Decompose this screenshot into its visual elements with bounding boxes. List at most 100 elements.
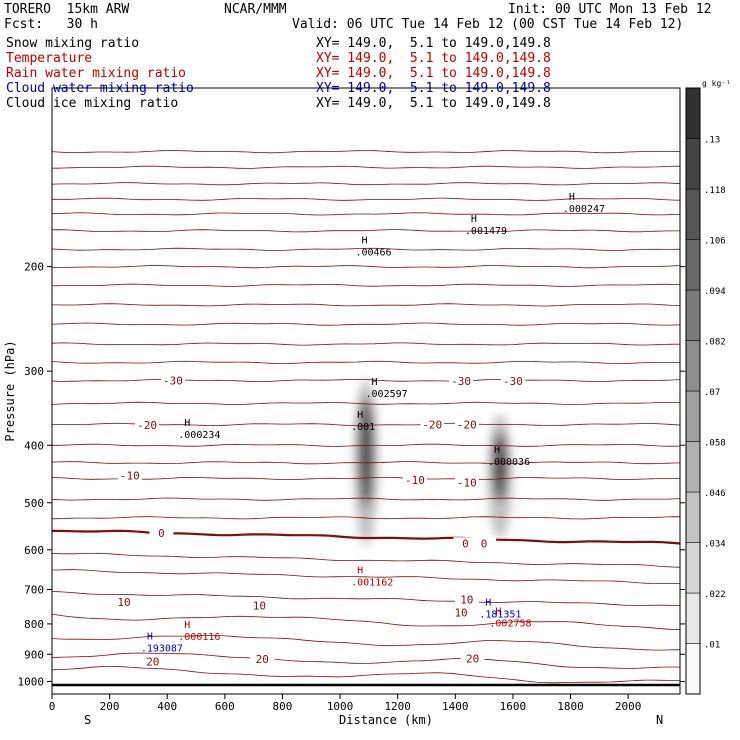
x-end-label-north: N bbox=[656, 713, 663, 727]
isotherm-11 bbox=[51, 342, 680, 346]
init-time: Init: 00 UTC Mon 13 Feb 12 bbox=[508, 2, 712, 17]
colorbar-tick-6: .082 bbox=[704, 338, 726, 348]
temp-label-bg-7 bbox=[402, 474, 427, 487]
maximum-label-11: .181351 bbox=[479, 609, 521, 620]
x-tick-label-6: 1200 bbox=[384, 700, 411, 713]
colorbar-tick-5: .07 bbox=[704, 388, 720, 398]
x-tick-label-9: 1800 bbox=[557, 700, 584, 713]
maximum-marker-6: H bbox=[494, 445, 500, 456]
temp-label-7: -10 bbox=[405, 474, 425, 487]
maximum-label-1: .001479 bbox=[465, 226, 507, 237]
x-tick-label-5: 1000 bbox=[327, 700, 354, 713]
maximum-marker-2: H bbox=[569, 192, 575, 203]
temp-label-3: -20 bbox=[137, 419, 157, 432]
maximum-marker-5: H bbox=[184, 418, 190, 429]
temp-label-16: 20 bbox=[146, 656, 159, 669]
isotherm-17 bbox=[51, 461, 681, 465]
temp-label-1: -30 bbox=[451, 375, 471, 388]
maximum-label-4: .001 bbox=[351, 422, 375, 433]
snow-shading-1 bbox=[487, 414, 512, 539]
isotherm-13 bbox=[51, 378, 681, 383]
isotherm-23 bbox=[52, 569, 681, 584]
field-temperature-label: Temperature bbox=[6, 51, 93, 66]
colorbar-cell-2 bbox=[685, 542, 701, 594]
maximum-marker-9: H bbox=[495, 607, 501, 618]
isotherm-22 bbox=[51, 552, 681, 568]
isotherm-4 bbox=[51, 212, 681, 216]
forecast-hour: Fcst: 30 h bbox=[4, 17, 98, 32]
temp-label-bg-17 bbox=[250, 653, 275, 666]
temp-label-bg-4 bbox=[420, 418, 445, 431]
temp-label-9: 0 bbox=[158, 527, 165, 540]
colorbar-unit: g kg⁻¹ bbox=[702, 79, 731, 88]
temp-label-8: -10 bbox=[457, 476, 477, 489]
temp-label-bg-12 bbox=[112, 596, 137, 609]
y-tick-label-6: 800 bbox=[24, 618, 44, 631]
temp-label-bg-9 bbox=[149, 526, 174, 539]
temp-label-bg-8 bbox=[454, 476, 479, 489]
field-rain-label: Rain water mixing ratio bbox=[6, 66, 187, 81]
y-tick-label-2: 400 bbox=[24, 439, 44, 452]
temp-label-2: -30 bbox=[503, 375, 523, 388]
colorbar-frame bbox=[685, 87, 701, 695]
isotherm-26 bbox=[51, 635, 681, 651]
isotherm-18 bbox=[51, 476, 680, 480]
field-cloudice-xy: XY= 149.0, 5.1 to 149.0,149.8 bbox=[316, 96, 551, 111]
field-snow-xy: XY= 149.0, 5.1 to 149.0,149.8 bbox=[316, 36, 551, 51]
field-cloudice-label: Cloud ice mixing ratio bbox=[6, 96, 179, 111]
isotherm-25 bbox=[51, 613, 681, 631]
isotherm-6 bbox=[51, 247, 681, 251]
temp-label-6: -10 bbox=[120, 470, 140, 483]
colorbar-cell-7 bbox=[685, 289, 701, 341]
y-tick-label-8: 1000 bbox=[18, 675, 45, 688]
isotherm-5 bbox=[51, 229, 680, 233]
temp-label-bg-2 bbox=[500, 375, 525, 388]
colorbar-cell-6 bbox=[685, 340, 701, 392]
temp-label-bg-3 bbox=[135, 419, 160, 432]
isotherm-10 bbox=[51, 322, 681, 326]
colorbar-cell-0 bbox=[685, 643, 701, 695]
isotherm-27 bbox=[51, 652, 681, 669]
snow-shade-core-1 bbox=[492, 432, 507, 501]
colorbar-tick-2: .034 bbox=[704, 540, 726, 550]
maximum-label-0: .00466 bbox=[355, 247, 391, 258]
y-tick-label-0: 200 bbox=[24, 261, 44, 274]
isotherm-28 bbox=[51, 666, 681, 684]
temp-label-5: -20 bbox=[457, 418, 477, 431]
field-temperature-xy: XY= 149.0, 5.1 to 149.0,149.8 bbox=[316, 51, 551, 66]
temp-label-bg-13 bbox=[247, 599, 272, 612]
field-rain-xy: XY= 149.0, 5.1 to 149.0,149.8 bbox=[316, 66, 551, 81]
colorbar-cell-4 bbox=[685, 441, 701, 493]
colorbar-cell-8 bbox=[685, 239, 701, 291]
x-tick-label-1: 200 bbox=[100, 700, 120, 713]
isotherm-8 bbox=[51, 283, 681, 287]
isotherm-3 bbox=[52, 197, 681, 201]
x-axis-label: Distance (km) bbox=[339, 713, 433, 727]
temp-label-bg-6 bbox=[117, 469, 142, 482]
isotherm-20 bbox=[51, 516, 681, 520]
maximum-marker-8: H bbox=[184, 620, 190, 631]
temp-label-bg-5 bbox=[454, 418, 479, 431]
maximum-marker-4: H bbox=[357, 410, 363, 421]
colorbar-cell-1 bbox=[685, 592, 701, 644]
colorbar-cell-3 bbox=[685, 491, 701, 543]
isotherm-19 bbox=[51, 497, 681, 501]
colorbar-tick-10: .13 bbox=[704, 136, 720, 146]
temp-label-11: 0 bbox=[481, 537, 488, 550]
isotherm-14 bbox=[51, 401, 681, 405]
colorbar-cell-10 bbox=[685, 138, 701, 190]
maximum-marker-10: H bbox=[147, 632, 153, 643]
x-tick-label-2: 400 bbox=[157, 700, 177, 713]
field-snow-label: Snow mixing ratio bbox=[6, 36, 140, 51]
model-title: TORERO 15km ARW bbox=[4, 2, 130, 17]
temp-label-bg-11 bbox=[472, 537, 497, 550]
plot-frame bbox=[51, 87, 681, 695]
temp-label-bg-15 bbox=[449, 606, 474, 619]
isotherm-16 bbox=[52, 443, 681, 447]
colorbar-tick-8: .106 bbox=[704, 237, 726, 247]
isotherm-0 bbox=[51, 150, 681, 154]
isotherm-2 bbox=[51, 182, 681, 186]
colorbar-cell-9 bbox=[685, 188, 701, 240]
valid-time: Valid: 06 UTC Tue 14 Feb 12 (00 CST Tue … bbox=[292, 17, 684, 32]
temp-label-bg-14 bbox=[454, 593, 479, 606]
